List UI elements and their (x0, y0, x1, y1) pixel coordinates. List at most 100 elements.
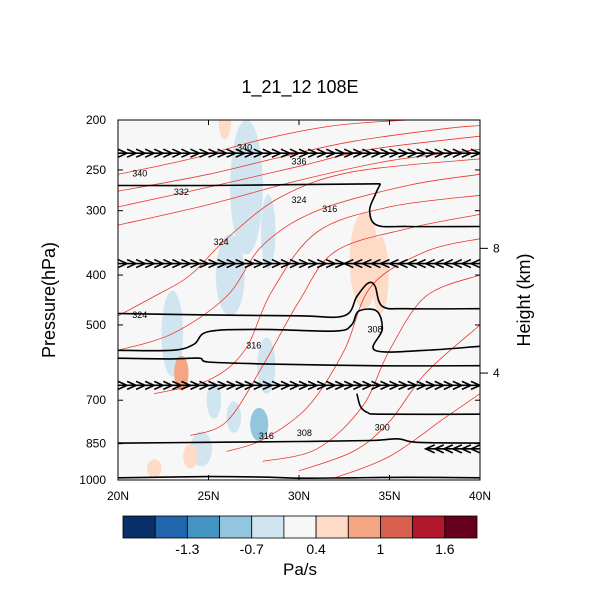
wind-arrow (307, 380, 320, 391)
y-tick-label: 700 (86, 393, 106, 407)
wind-arrow (190, 148, 202, 158)
omega-patch (349, 212, 379, 309)
wind-arrow (407, 380, 419, 391)
omega-patch (260, 194, 276, 270)
wind-arrow (343, 380, 356, 391)
wind-arrow (425, 148, 437, 158)
x-tick-label: 30N (288, 489, 310, 503)
wind-arrow (280, 148, 292, 158)
contour-label: 316 (246, 340, 261, 350)
wind-arrow (441, 444, 454, 454)
wind-arrow (181, 380, 193, 391)
wind-arrow (126, 148, 139, 158)
wind-arrow (362, 380, 374, 391)
wind-arrow (208, 148, 220, 158)
wind-arrow (307, 258, 320, 269)
wind-arrow (144, 258, 157, 269)
wind-arrow (262, 258, 274, 269)
wind-arrow (244, 148, 256, 158)
wind-arrow (414, 258, 426, 269)
wind-arrow (253, 148, 265, 158)
y-tick-label: 300 (86, 204, 106, 218)
wind-arrow (244, 258, 256, 269)
theta-contours (118, 120, 480, 479)
wind-arrow (135, 380, 148, 391)
wind-arrow (289, 380, 301, 391)
y-tick-label: 200 (86, 113, 106, 127)
wind-arrow (469, 258, 480, 269)
x-tick-label: 40N (469, 489, 491, 503)
height-tick-label: 4 (493, 366, 500, 380)
wind-arrow (416, 380, 428, 391)
wind-arrow (172, 148, 184, 158)
contour-label: 324 (291, 195, 306, 205)
wind-vectors (118, 148, 480, 454)
wind-arrow (461, 148, 473, 158)
wind-arrow (199, 380, 211, 391)
theta-contour-316 (154, 194, 480, 395)
colorbar-label: 1 (377, 541, 385, 557)
wind-arrow (153, 258, 166, 269)
y-tick-label: 250 (86, 163, 106, 177)
wind-arrow (289, 258, 301, 269)
wind-arrow (389, 148, 401, 158)
contour-label: 300 (375, 422, 390, 432)
wind-arrow (432, 444, 445, 454)
colorbar-swatch (283, 515, 317, 539)
wind-arrow (398, 148, 410, 158)
wind-arrow (118, 258, 129, 269)
omega-patch (174, 355, 189, 391)
wind-arrow (342, 258, 354, 269)
wind-arrow (226, 258, 238, 269)
wind-arrow (208, 380, 220, 391)
y-axis-title: Pressure(hPa) (39, 242, 59, 358)
wind-arrow (353, 148, 365, 158)
omega-patch (372, 236, 389, 314)
colorbar-swatch (412, 515, 446, 539)
theta-contour-312 (190, 214, 480, 436)
colorbar-label: -1.3 (175, 541, 199, 557)
wind-arrow (316, 380, 329, 391)
wind-arrow (407, 148, 419, 158)
contour-label: 340 (237, 142, 252, 152)
contour-label: 316 (322, 204, 337, 214)
wind-arrow (343, 148, 356, 158)
wind-arrow (389, 380, 401, 391)
wind-arrow (396, 258, 408, 269)
wind-arrow (298, 258, 310, 269)
wind-arrow (162, 258, 175, 269)
wind-arrow (405, 258, 417, 269)
wind-arrow (190, 380, 202, 391)
black-contour (118, 183, 381, 187)
wind-arrow (325, 148, 338, 158)
wind-arrow (325, 380, 338, 391)
x-tick-label: 35N (378, 489, 400, 503)
wind-arrow (144, 148, 157, 158)
omega-patch (206, 381, 222, 419)
contour-label: 324 (214, 237, 229, 247)
wind-arrow (253, 380, 265, 391)
omega-patch (218, 120, 232, 140)
colorbar-units: Pa/s (283, 560, 317, 579)
theta-contour-340 (118, 120, 408, 175)
wind-arrow (434, 380, 446, 391)
omega-patch (230, 120, 263, 255)
theta-contour-308 (226, 238, 480, 452)
wind-arrow (369, 258, 381, 269)
contour-label: 340 (132, 168, 147, 178)
wind-arrow (181, 258, 193, 269)
wind-arrow (172, 380, 184, 391)
colorbar-swatch (251, 515, 285, 539)
wind-arrow (316, 148, 329, 158)
wind-arrow (226, 148, 238, 158)
wind-arrow (459, 258, 472, 269)
wind-arrow (425, 380, 437, 391)
wind-arrow (226, 380, 238, 391)
wind-arrow (217, 148, 229, 158)
colorbar-label: 1.6 (435, 541, 455, 557)
wind-arrow (153, 148, 166, 158)
theta-contour-296 (335, 393, 480, 479)
black-contour (118, 281, 480, 319)
latitude-axis: 20N 25N 30N 35N 40N (107, 120, 491, 503)
